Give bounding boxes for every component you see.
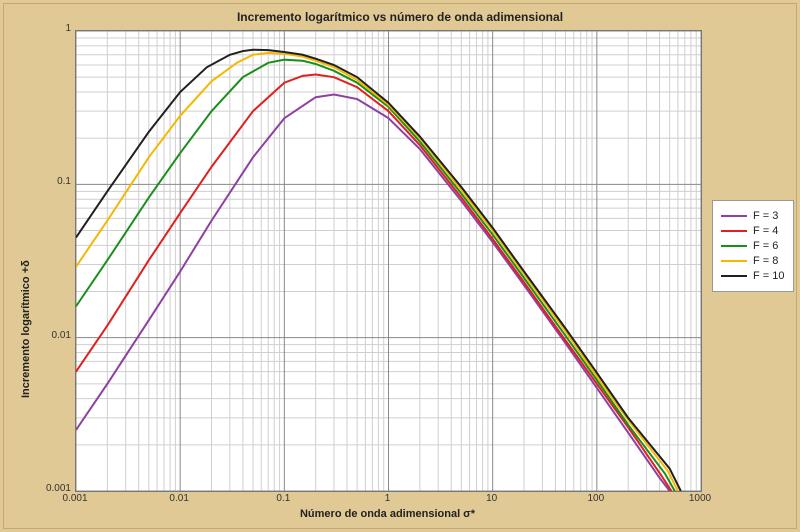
- y-tick: 0.01: [31, 330, 71, 341]
- legend-swatch: [721, 245, 747, 247]
- legend-item: F = 6: [721, 240, 785, 252]
- series-10: [76, 50, 681, 491]
- legend-item: F = 10: [721, 270, 785, 282]
- x-tick: 10: [474, 493, 510, 504]
- x-tick: 100: [578, 493, 614, 504]
- chart-title: Incremento logarítmico vs número de onda…: [0, 10, 800, 24]
- legend-swatch: [721, 275, 747, 277]
- x-tick: 1: [370, 493, 406, 504]
- x-tick: 0.01: [161, 493, 197, 504]
- legend-item: F = 8: [721, 255, 785, 267]
- series-8: [76, 53, 678, 491]
- legend-label: F = 8: [753, 255, 778, 267]
- legend-swatch: [721, 260, 747, 262]
- legend-label: F = 3: [753, 210, 778, 222]
- legend-swatch: [721, 230, 747, 232]
- series-lines: [76, 31, 701, 491]
- series-3: [76, 95, 670, 491]
- legend-swatch: [721, 215, 747, 217]
- y-tick: 0.1: [31, 176, 71, 187]
- x-axis-label: Número de onda adimensional σ*: [75, 508, 700, 520]
- legend-label: F = 10: [753, 270, 785, 282]
- legend-label: F = 4: [753, 225, 778, 237]
- legend-item: F = 3: [721, 210, 785, 222]
- legend: F = 3 F = 4 F = 6 F = 8 F = 10: [712, 200, 794, 292]
- legend-label: F = 6: [753, 240, 778, 252]
- y-tick: 0.001: [31, 483, 71, 494]
- series-6: [76, 60, 675, 491]
- x-tick: 0.1: [265, 493, 301, 504]
- x-tick: 0.001: [57, 493, 93, 504]
- legend-item: F = 4: [721, 225, 785, 237]
- x-tick: 1000: [682, 493, 718, 504]
- plot-area: [75, 30, 702, 492]
- y-tick: 1: [31, 23, 71, 34]
